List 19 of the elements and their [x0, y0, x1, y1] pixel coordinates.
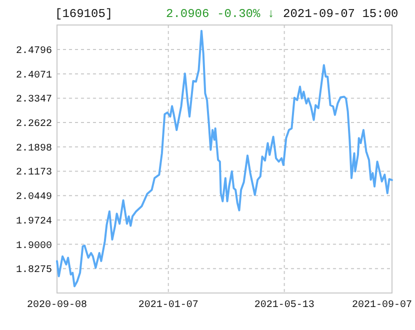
y-tick-label: 2.4071: [16, 70, 52, 82]
x-tick-label: 2021-09-07: [352, 300, 412, 311]
y-tick-label: 2.2622: [16, 119, 52, 130]
y-tick-label: 1.9000: [16, 240, 52, 252]
y-tick-label: 1.8275: [16, 265, 52, 276]
text: 2021-09-07 15:00: [283, 7, 398, 21]
y-tick-label: 2.1173: [16, 168, 52, 179]
text: 2.0906: [166, 7, 210, 21]
y-tick-label: 2.3347: [16, 94, 52, 106]
chart-title: [169105]: [55, 7, 113, 21]
line-series: [56, 30, 393, 288]
y-tick-label: 2.1898: [16, 143, 52, 154]
x-tick-label: 2020-09-08: [26, 300, 88, 311]
y-tick-label: 2.4796: [16, 46, 52, 57]
x-tick-label: 2021-05-13: [254, 300, 314, 311]
y-tick-label: 2.0449: [16, 192, 52, 204]
text: -0.30% ↓: [217, 7, 275, 21]
x-tick-label: 2021-01-07: [138, 300, 198, 311]
y-tick-label: 1.9724: [16, 216, 52, 228]
